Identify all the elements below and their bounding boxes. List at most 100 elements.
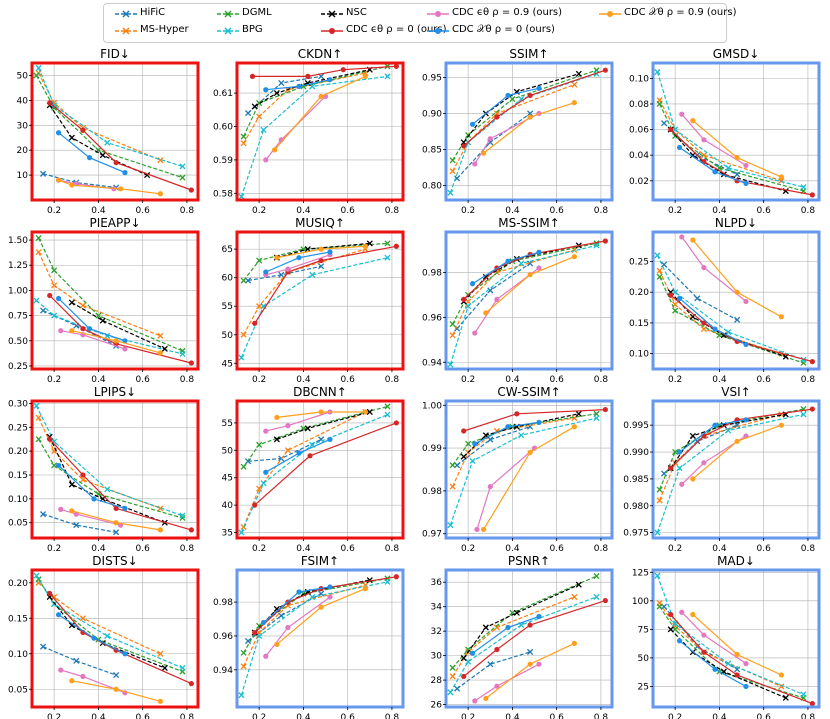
- data-point-cdc_eps09: [679, 609, 685, 615]
- data-point-dgml: [509, 95, 516, 103]
- panel-title: VSI↑: [721, 385, 750, 399]
- data-point-cdc_x09: [690, 476, 696, 482]
- data-point-cdc_eps09: [472, 330, 478, 336]
- data-point-cdc_x0: [122, 170, 128, 176]
- data-point-cdc_x0: [712, 326, 718, 332]
- x-tick-label: 0.6: [550, 713, 565, 719]
- data-point-dgml: [179, 174, 186, 181]
- data-point-bpg: [309, 594, 316, 601]
- series-line-bpg: [38, 67, 183, 167]
- series-line-dgml: [243, 577, 388, 654]
- data-point-nsc: [667, 626, 674, 633]
- x-tick-label: 0.8: [801, 206, 816, 216]
- data-point-cdc_x0: [91, 496, 97, 502]
- data-point-cdc_x0: [122, 505, 128, 512]
- data-point-cdc_x09: [157, 191, 163, 197]
- data-point-cdc_eps0: [494, 646, 500, 653]
- panel-title: DBCNN↑: [293, 385, 347, 399]
- data-point-cdc_eps0: [602, 67, 608, 73]
- data-point-cdc_eps0: [393, 574, 399, 580]
- data-point-dgml: [35, 436, 42, 443]
- data-point-dgml: [656, 486, 663, 493]
- data-point-bpg: [179, 664, 186, 672]
- data-point-bpg: [384, 73, 391, 80]
- x-tick-label: 0.2: [461, 544, 475, 554]
- data-point-mshyper: [79, 302, 86, 309]
- x-tick-label: 0.8: [180, 713, 195, 719]
- y-tick-label: 0.94: [213, 666, 233, 676]
- data-point-cdc_x0: [296, 450, 302, 456]
- data-point-cdc_eps09: [743, 298, 749, 305]
- panel-title: NLPD↓: [715, 216, 757, 230]
- y-tick-label: 0.25: [629, 257, 649, 267]
- series-line-nsc: [254, 69, 370, 107]
- data-point-bpg: [447, 189, 454, 196]
- data-point-cdc_eps09: [679, 481, 685, 487]
- series-line-cdc_eps0: [670, 129, 813, 196]
- x-tick-label: 0.8: [180, 206, 195, 216]
- data-point-mshyper: [656, 267, 663, 274]
- y-tick-label: 0.20: [629, 288, 649, 298]
- y-tick-label: 0.15: [629, 319, 649, 329]
- data-point-nsc: [99, 152, 106, 159]
- x-tick-label: 0.8: [385, 544, 400, 554]
- data-point-hific: [73, 522, 80, 529]
- data-point-mshyper: [240, 523, 247, 531]
- data-point-dgml: [593, 573, 600, 580]
- y-tick-label: 125: [632, 568, 649, 578]
- series-line-dgml: [38, 438, 183, 519]
- y-tick-label: 0.75: [8, 312, 28, 322]
- chart-panel: SSIM↑ 0.2 0.4 0.6 0.8 0.80 0.85 0.90 0.95: [422, 47, 614, 216]
- panel-title: FSIM↑: [301, 554, 339, 568]
- legend-swatch-cdc_x0: [427, 28, 449, 34]
- data-point-cdc_eps09: [701, 265, 707, 271]
- x-tick-label: 0.4: [712, 375, 727, 385]
- y-tick-label: 0.98: [422, 487, 442, 497]
- series-line-mshyper: [452, 84, 575, 172]
- x-tick-label: 0.2: [668, 713, 682, 719]
- data-point-cdc_eps0: [113, 160, 119, 166]
- data-point-cdc_x09: [362, 243, 368, 249]
- legend-label-cdc_eps09: CDC ϵθ ρ = 0.9 (ours): [452, 7, 563, 18]
- series-line-mshyper: [243, 584, 366, 667]
- data-point-cdc_eps0: [602, 406, 608, 413]
- data-point-cdc_eps0: [188, 527, 194, 533]
- data-point-cdc_eps09: [743, 162, 749, 169]
- data-point-bpg: [238, 529, 245, 536]
- y-tick-label: 50: [638, 654, 650, 664]
- data-point-cdc_eps0: [668, 126, 674, 133]
- y-tick-label: 30: [431, 652, 443, 662]
- data-point-bpg: [518, 95, 525, 103]
- data-point-hific: [734, 422, 741, 429]
- chart-legend: HiFiC MS-Hyper DGML BPG NSC CDC ϵθ ρ = 0 (our…: [103, 3, 737, 43]
- plot-area: [446, 401, 612, 538]
- data-point-cdc_x0: [263, 87, 269, 93]
- data-point-bpg: [654, 529, 661, 536]
- y-tick-label: 0.10: [8, 650, 28, 660]
- y-tick-label: 0.04: [629, 151, 649, 161]
- x-tick-label: 0.8: [801, 713, 816, 719]
- data-point-cdc_x0: [55, 295, 62, 302]
- y-tick-label: 0.20: [8, 579, 28, 589]
- data-point-cdc_x09: [483, 310, 489, 316]
- data-point-mshyper: [465, 298, 472, 305]
- data-point-nsc: [782, 694, 789, 701]
- data-point-mshyper: [284, 447, 291, 454]
- data-point-nsc: [513, 609, 520, 616]
- series-line-nsc: [463, 73, 579, 143]
- data-point-bpg: [104, 486, 111, 493]
- data-point-cdc_eps0: [188, 360, 194, 366]
- data-point-bpg: [672, 126, 679, 133]
- y-tick-label: 0.80: [422, 182, 442, 192]
- data-point-cdc_x09: [318, 93, 324, 100]
- data-point-cdc_eps0: [47, 436, 53, 442]
- plot-area: [446, 570, 612, 707]
- series-line-mshyper: [243, 72, 366, 144]
- plot-area: [237, 401, 403, 538]
- data-point-dgml: [384, 240, 391, 247]
- series-line-dgml: [243, 65, 388, 137]
- x-tick-label: 0.4: [91, 544, 106, 554]
- data-point-cdc_eps0: [340, 67, 346, 73]
- data-point-bpg: [469, 457, 476, 464]
